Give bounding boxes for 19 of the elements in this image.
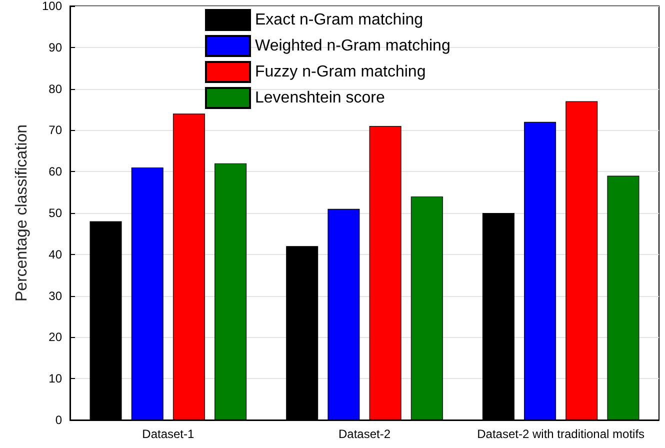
y-tick-label: 10: [48, 372, 62, 386]
legend-label: Fuzzy n-Gram matching: [255, 64, 426, 80]
y-tick-label: 60: [48, 164, 62, 179]
x-tick-label: Dataset-2: [338, 427, 391, 441]
legend-label: Levenshtein score: [255, 90, 385, 106]
y-axis-title: Percentage classification: [14, 124, 30, 302]
legend-label: Weighted n-Gram matching: [255, 38, 450, 54]
y-tick-label: 100: [42, 0, 62, 13]
y-tick-label: 50: [48, 206, 62, 220]
y-tick-label: 70: [48, 123, 62, 138]
legend-label: Exact n-Gram matching: [255, 12, 424, 28]
y-tick-label: 90: [48, 40, 62, 54]
y-tick-label: 20: [48, 330, 62, 344]
y-tick-label: 30: [48, 288, 62, 303]
x-tick-label: Dataset-2 with traditional motifs: [477, 427, 645, 441]
y-tick-label: 40: [48, 247, 62, 262]
y-tick-label: 0: [55, 413, 62, 427]
y-tick-label: 80: [48, 82, 62, 96]
x-tick-label: Dataset-1: [142, 427, 195, 441]
